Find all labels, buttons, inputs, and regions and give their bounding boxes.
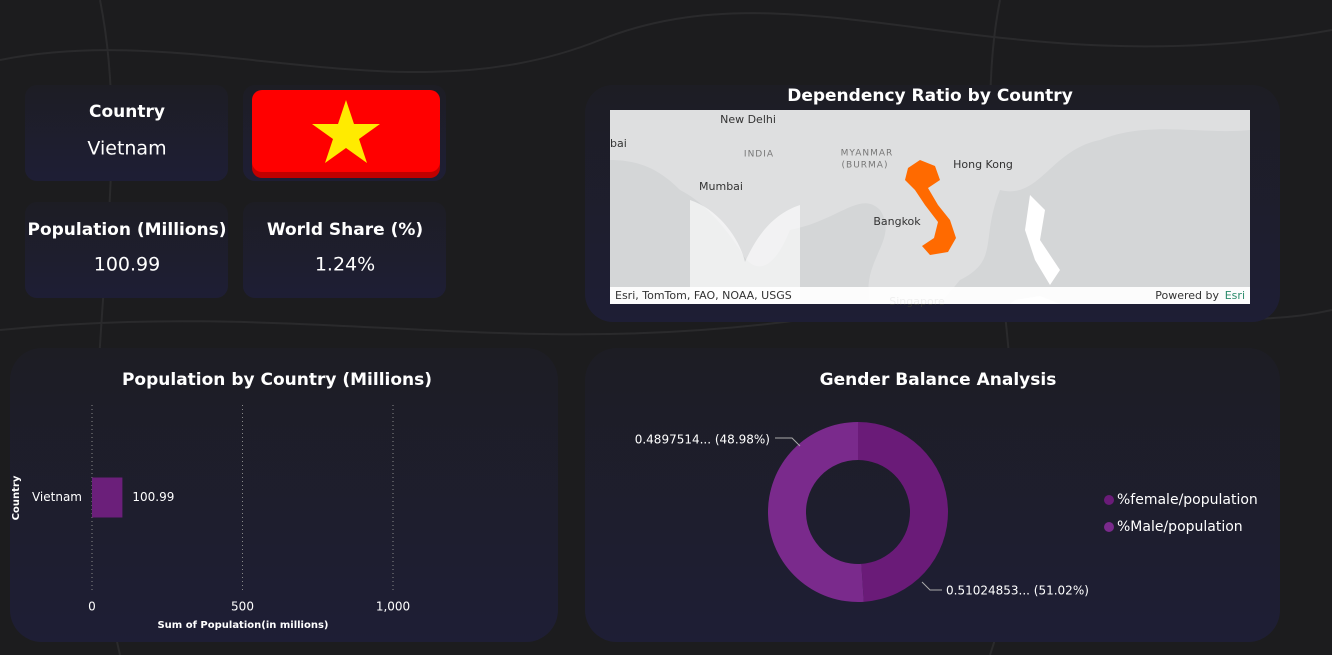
chart-title: Gender Balance Analysis [820, 370, 1057, 390]
map-title: Dependency Ratio by Country [787, 86, 1073, 106]
map-label: INDIA [744, 150, 774, 160]
x-tick-label: 500 [231, 600, 254, 614]
map-label: Hong Kong [953, 158, 1013, 171]
donut-slice [768, 422, 864, 602]
category-label: Vietnam [32, 490, 82, 504]
map-country [905, 160, 956, 255]
card [25, 85, 228, 181]
map-sea [690, 200, 800, 304]
panel [10, 348, 558, 642]
map-label: Bangkok [873, 215, 921, 228]
legend-label: %Male/population [1117, 519, 1243, 535]
legend-swatch [1104, 522, 1114, 532]
map-islands [1010, 195, 1060, 304]
leader-line [775, 437, 801, 447]
x-tick-label: 0 [88, 600, 96, 614]
card-title: Country [89, 102, 165, 122]
card-value: Vietnam [87, 138, 166, 160]
map-label: bai [610, 137, 627, 150]
card [25, 202, 228, 298]
map-footer [610, 287, 1250, 304]
legend-swatch [1104, 495, 1114, 505]
leader-line [921, 581, 942, 591]
data-label: 0.4897514... (48.98%) [635, 433, 770, 447]
x-axis-title: Sum of Population(in millions) [157, 620, 328, 631]
map-label: (BURMA) [842, 161, 889, 171]
donut-slice [858, 422, 949, 602]
card [243, 202, 446, 298]
map-label: New Delhi [720, 113, 776, 126]
legend-label: %female/population [1117, 492, 1258, 508]
flag-star [312, 100, 380, 163]
data-label: 0.51024853... (51.02%) [946, 584, 1089, 598]
map-powered: Powered by [1155, 289, 1219, 302]
card-title: World Share (%) [267, 220, 423, 240]
chart-title: Population by Country (Millions) [122, 370, 432, 390]
map-label: Mumbai [699, 180, 743, 193]
card-value: 1.24% [315, 254, 375, 276]
data-label: 100.99 [132, 490, 174, 504]
map-label: MYANMAR [841, 149, 894, 159]
card-value: 100.99 [94, 254, 160, 276]
x-tick-label: 1,000 [376, 600, 410, 614]
charts: Population by Country (Millions) 0 500 1,00… [11, 370, 1258, 631]
bar [92, 477, 123, 518]
map-attribution: Esri, TomTom, FAO, NOAA, USGS [615, 289, 792, 302]
y-axis-title: Country [11, 475, 22, 520]
map-provider[interactable]: Esri [1225, 289, 1245, 302]
card-title: Population (Millions) [27, 220, 226, 240]
